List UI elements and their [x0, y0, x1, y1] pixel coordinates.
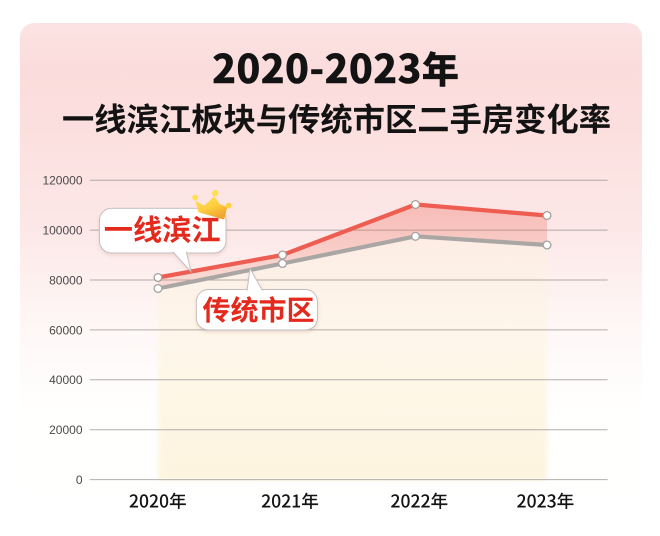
svg-text:60000: 60000 [49, 323, 83, 337]
svg-text:20000: 20000 [49, 423, 83, 437]
svg-text:80000: 80000 [49, 273, 83, 287]
svg-text:40000: 40000 [49, 373, 83, 387]
svg-text:120000: 120000 [42, 174, 82, 188]
svg-text:0: 0 [76, 473, 83, 487]
svg-text:100000: 100000 [42, 224, 82, 238]
